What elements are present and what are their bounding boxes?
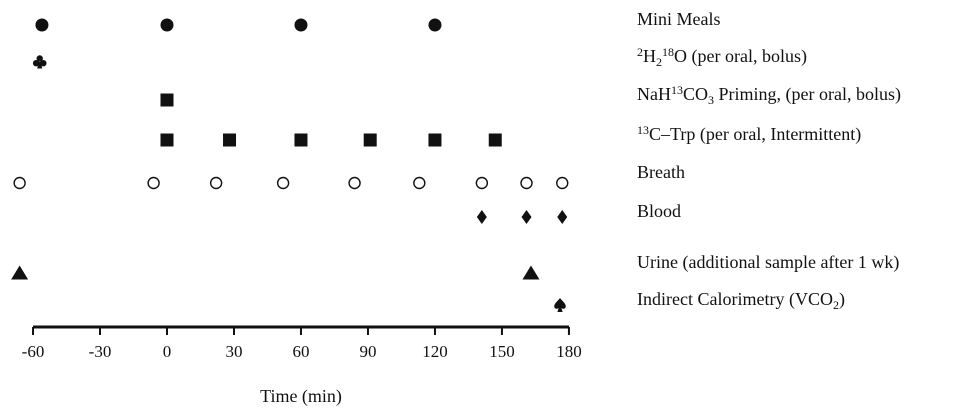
breath-open-circle-marker <box>348 176 361 190</box>
x-tick-label: 90 <box>359 342 376 361</box>
meals-filled-circle-marker <box>428 18 442 32</box>
label-trp: 13C–Trp (per oral, Intermittent) <box>637 123 861 145</box>
breath-open-circle-marker <box>147 176 160 190</box>
x-tick-label: -60 <box>22 342 45 361</box>
label-meals: Mini Meals <box>637 9 721 29</box>
label-priming: NaH13CO3 Priming, (per oral, bolus) <box>637 83 901 107</box>
label-calorimetry: Indirect Calorimetry (VCO2) <box>637 289 845 312</box>
trp-filled-square-marker <box>363 133 377 147</box>
plot-area <box>11 18 569 312</box>
trp-filled-square-marker <box>294 133 308 147</box>
trp-filled-square-marker <box>223 133 237 147</box>
breath-open-circle-marker <box>13 176 26 190</box>
x-axis-title: Time (min) <box>260 386 342 407</box>
breath-open-circle-marker <box>556 176 569 190</box>
x-tick-label: 120 <box>422 342 448 361</box>
label-water: 2H218O (per oral, bolus) <box>637 45 807 69</box>
x-tick-label: 0 <box>163 342 172 361</box>
row-labels: Mini Meals 2H218O (per oral, bolus) NaH13C… <box>637 9 901 312</box>
blood-diamond-marker <box>476 210 487 224</box>
breath-open-circle-marker <box>475 176 489 190</box>
x-tick-label: -30 <box>89 342 112 361</box>
meals-filled-circle-marker <box>35 18 49 32</box>
meals-filled-circle-marker <box>160 18 174 32</box>
label-breath: Breath <box>637 162 685 182</box>
x-tick-label: 30 <box>225 342 242 361</box>
x-tick-label: 150 <box>489 342 515 361</box>
trp-filled-square-marker <box>428 133 442 147</box>
x-tick-label: 180 <box>556 342 582 361</box>
breath-open-circle-marker <box>520 176 533 190</box>
breath-open-circle-marker <box>276 176 290 190</box>
calorimetry-spade-marker <box>554 298 566 312</box>
trp-filled-square-marker <box>488 133 502 147</box>
label-urine: Urine (additional sample after 1 wk) <box>637 252 899 273</box>
label-blood: Blood <box>637 201 681 221</box>
priming-filled-square-marker <box>160 93 174 107</box>
breath-open-circle-marker <box>209 176 223 190</box>
blood-diamond-marker <box>521 210 532 224</box>
x-tick-label: 60 <box>292 342 309 361</box>
breath-open-circle-marker <box>413 176 426 190</box>
x-axis: -60 -30 0 30 60 90 120 150 180 <box>22 325 582 361</box>
trp-filled-square-marker <box>160 133 174 147</box>
urine-triangle-marker <box>11 265 29 280</box>
meals-filled-circle-marker <box>294 18 308 32</box>
blood-diamond-marker <box>557 210 568 224</box>
urine-triangle-marker <box>522 265 540 280</box>
water-club-marker <box>32 55 47 69</box>
